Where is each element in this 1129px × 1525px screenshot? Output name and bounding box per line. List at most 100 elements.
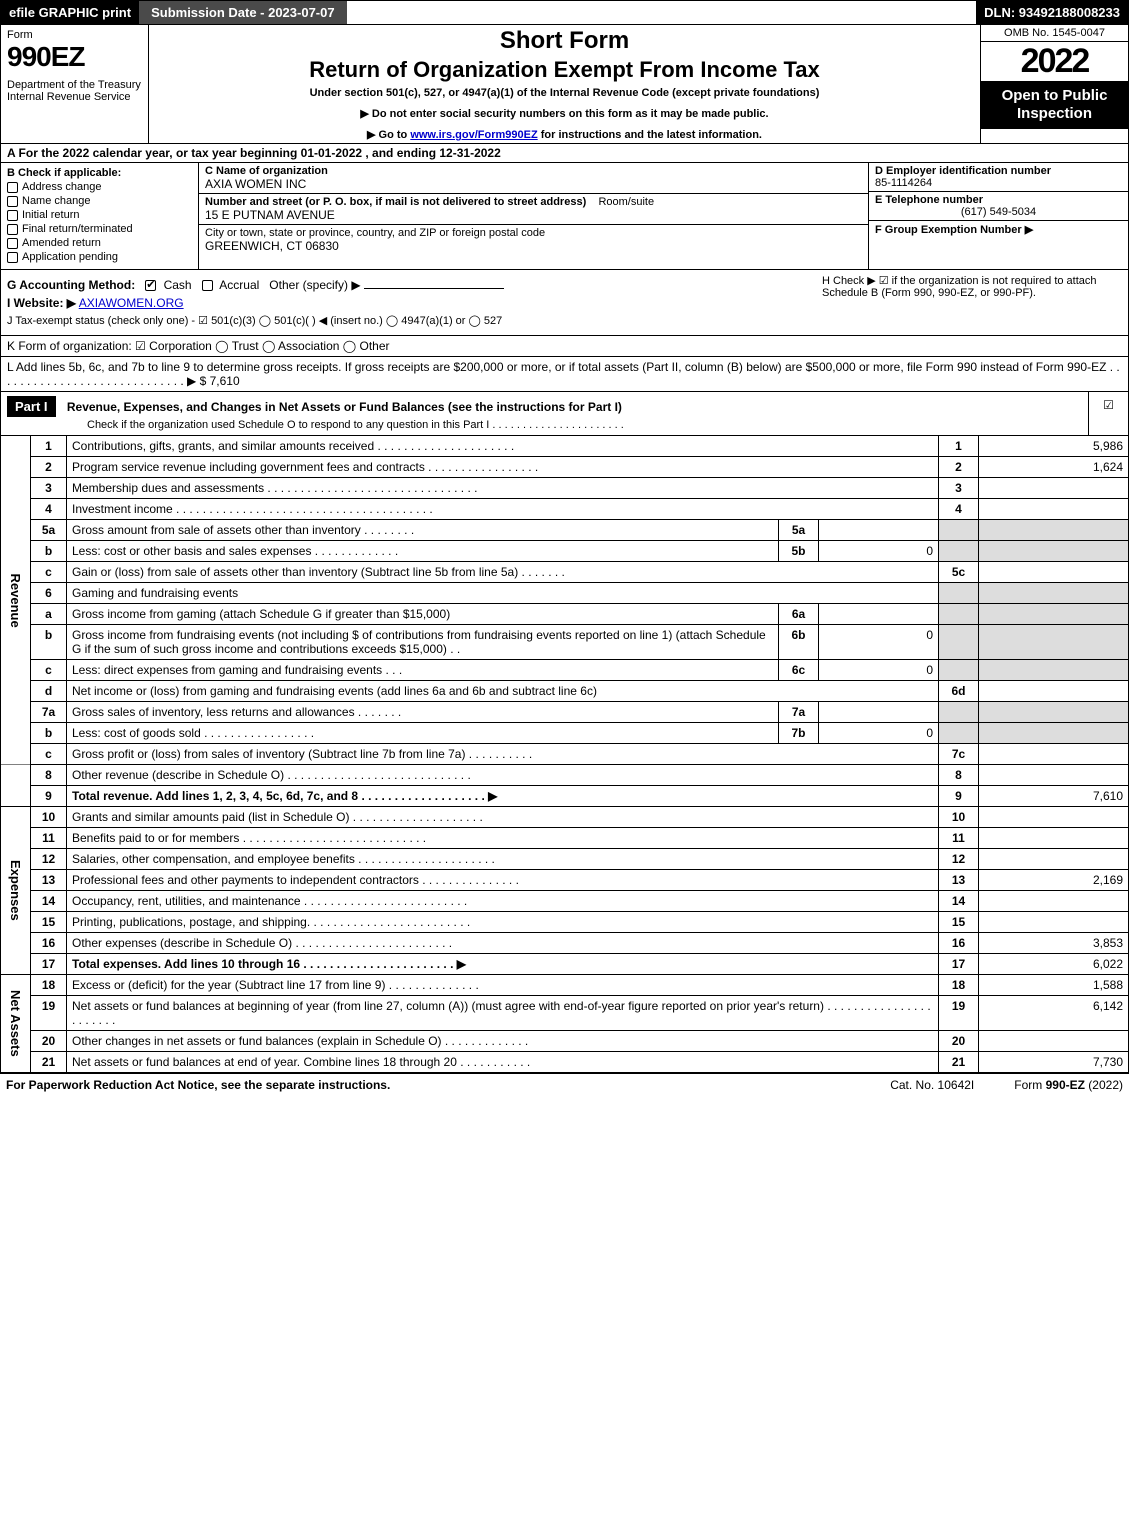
row-7b-rnum (939, 723, 979, 744)
row-2-num: 2 (31, 457, 67, 478)
f-group-label: F Group Exemption Number ▶ (875, 223, 1122, 236)
row-18-rval: 1,588 (979, 975, 1129, 996)
c-room-label: Room/suite (598, 196, 654, 208)
row-11-rnum: 11 (939, 828, 979, 849)
chk-initial-return-label: Initial return (22, 209, 79, 221)
row-14-rval (979, 891, 1129, 912)
row-17-rnum: 17 (939, 954, 979, 975)
row-20-num: 20 (31, 1031, 67, 1052)
row-20-rnum: 20 (939, 1031, 979, 1052)
irs-link[interactable]: www.irs.gov/Form990EZ (410, 129, 537, 141)
row-5b-rval (979, 541, 1129, 562)
part1-header: Part I Revenue, Expenses, and Changes in… (0, 392, 1129, 436)
page-footer: For Paperwork Reduction Act Notice, see … (0, 1073, 1129, 1096)
e-tel-label: E Telephone number (875, 194, 1122, 206)
chk-name-change[interactable]: Name change (7, 195, 192, 207)
c-name-label: C Name of organization (205, 165, 862, 177)
g-cash-label: Cash (164, 278, 192, 292)
g-other-input[interactable] (364, 288, 504, 289)
footer-left: For Paperwork Reduction Act Notice, see … (6, 1078, 390, 1092)
row-7c-rval (979, 744, 1129, 765)
row-7c-rnum: 7c (939, 744, 979, 765)
chk-initial-return[interactable]: Initial return (7, 209, 192, 221)
form-label: Form (7, 29, 142, 41)
row-5b-innum: 5b (779, 541, 819, 562)
part1-check-text: Check if the organization used Schedule … (87, 419, 624, 431)
row-7b-desc: Less: cost of goods sold . . . . . . . .… (67, 723, 779, 744)
row-10-rnum: 10 (939, 807, 979, 828)
row-4-rval (979, 499, 1129, 520)
row-7b-innum: 7b (779, 723, 819, 744)
g-other-label: Other (specify) ▶ (269, 278, 360, 292)
sidelabel-revenue-cont (1, 765, 31, 807)
row-8-rnum: 8 (939, 765, 979, 786)
row-13-rnum: 13 (939, 870, 979, 891)
footer-mid: Cat. No. 10642I (890, 1078, 974, 1092)
row-6b-innum: 6b (779, 625, 819, 660)
part1-checkbox[interactable]: ☑ (1088, 392, 1128, 435)
row-15-rnum: 15 (939, 912, 979, 933)
row-6d-num: d (31, 681, 67, 702)
sidelabel-netassets: Net Assets (1, 975, 31, 1073)
row-5b-inval: 0 (819, 541, 939, 562)
row-10-desc: Grants and similar amounts paid (list in… (67, 807, 939, 828)
row-13-num: 13 (31, 870, 67, 891)
omb-number: OMB No. 1545-0047 (981, 25, 1128, 42)
website-link[interactable]: AXIAWOMEN.ORG (79, 296, 184, 310)
row-5c-num: c (31, 562, 67, 583)
chk-cash[interactable] (145, 280, 156, 291)
row-7a-desc: Gross sales of inventory, less returns a… (67, 702, 779, 723)
row-1-rval: 5,986 (979, 436, 1129, 457)
row-6a-innum: 6a (779, 604, 819, 625)
form-header: Form 990EZ Department of the Treasury In… (0, 25, 1129, 144)
chk-application-pending[interactable]: Application pending (7, 251, 192, 263)
row-16-desc: Other expenses (describe in Schedule O) … (67, 933, 939, 954)
row-7b-inval: 0 (819, 723, 939, 744)
row-6c-rnum (939, 660, 979, 681)
row-4-num: 4 (31, 499, 67, 520)
row-14-rnum: 14 (939, 891, 979, 912)
row-5c-rnum: 5c (939, 562, 979, 583)
row-6b-desc: Gross income from fundraising events (no… (67, 625, 779, 660)
chk-address-change[interactable]: Address change (7, 181, 192, 193)
chk-final-return[interactable]: Final return/terminated (7, 223, 192, 235)
part1-title: Revenue, Expenses, and Changes in Net As… (67, 400, 622, 414)
row-12-rval (979, 849, 1129, 870)
line-k: K Form of organization: ☑ Corporation ◯ … (0, 336, 1129, 357)
header-right: OMB No. 1545-0047 2022 Open to Public In… (980, 25, 1128, 143)
c-city-label: City or town, state or province, country… (205, 227, 862, 239)
row-6c-innum: 6c (779, 660, 819, 681)
row-6c-rval (979, 660, 1129, 681)
d-ein-label: D Employer identification number (875, 165, 1122, 177)
row-10-num: 10 (31, 807, 67, 828)
row-16-rval: 3,853 (979, 933, 1129, 954)
submission-date: Submission Date - 2023-07-07 (139, 1, 347, 24)
row-9-rval: 7,610 (979, 786, 1129, 807)
row-17-desc: Total expenses. Add lines 10 through 16 … (67, 954, 939, 975)
e-tel-value: (617) 549-5034 (875, 206, 1122, 218)
row-19-num: 19 (31, 996, 67, 1031)
chk-address-change-label: Address change (22, 181, 102, 193)
sidelabel-expenses: Expenses (1, 807, 31, 975)
b-label: B Check if applicable: (7, 167, 192, 179)
row-3-rnum: 3 (939, 478, 979, 499)
row-5a-num: 5a (31, 520, 67, 541)
row-19-rval: 6,142 (979, 996, 1129, 1031)
row-5b-desc: Less: cost or other basis and sales expe… (67, 541, 779, 562)
row-10-rval (979, 807, 1129, 828)
row-5a-inval (819, 520, 939, 541)
row-6a-rval (979, 604, 1129, 625)
chk-accrual[interactable] (202, 280, 213, 291)
row-6-rnum (939, 583, 979, 604)
part1-badge: Part I (7, 396, 56, 417)
g-label: G Accounting Method: (7, 278, 135, 292)
row-3-desc: Membership dues and assessments . . . . … (67, 478, 939, 499)
row-1-desc: Contributions, gifts, grants, and simila… (67, 436, 939, 457)
chk-amended-return[interactable]: Amended return (7, 237, 192, 249)
footer-right: Form 990-EZ (2022) (1014, 1078, 1123, 1092)
row-2-rnum: 2 (939, 457, 979, 478)
row-19-desc: Net assets or fund balances at beginning… (67, 996, 939, 1031)
col-b: B Check if applicable: Address change Na… (1, 163, 199, 269)
c-addr-value: 15 E PUTNAM AVENUE (205, 208, 862, 222)
row-7a-inval (819, 702, 939, 723)
